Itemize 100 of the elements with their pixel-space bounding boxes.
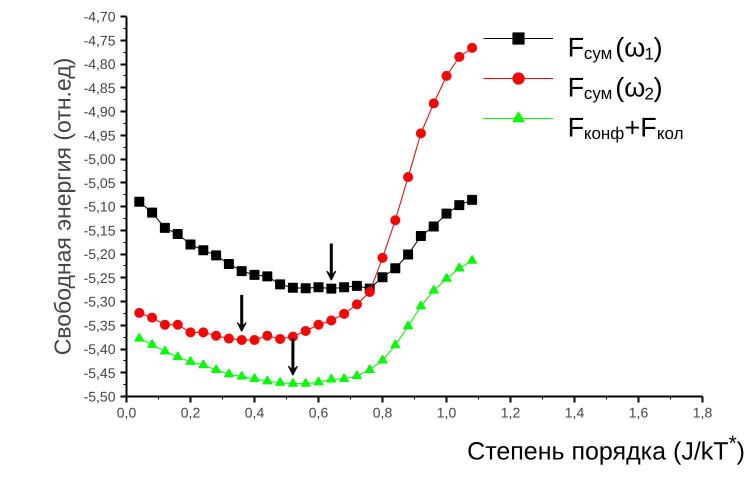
point: [454, 262, 464, 272]
y-tick-label: -5,40: [84, 341, 116, 357]
point: [339, 282, 350, 292]
y-tick-label: -5,00: [84, 151, 116, 167]
point: [198, 245, 208, 256]
point: [262, 376, 272, 384]
point: [250, 270, 260, 280]
y-tick-label: -4,95: [84, 127, 116, 144]
y-tick-label: -4,80: [84, 56, 116, 72]
legend-label: Fконф+Fкол: [568, 112, 684, 143]
point: [224, 368, 234, 378]
point: [198, 359, 208, 368]
x-tick-label: 0,0: [116, 404, 136, 420]
point: [250, 334, 260, 345]
point: [467, 42, 478, 53]
point: [160, 320, 170, 330]
point: [326, 316, 336, 326]
point: [339, 308, 350, 319]
y-tick-label: -5,10: [84, 198, 116, 214]
point: [211, 330, 222, 341]
point: [314, 320, 324, 330]
point: [160, 346, 170, 354]
point: [275, 279, 286, 290]
x-tick-label: 1,4: [564, 404, 584, 420]
point: [364, 364, 375, 373]
x-tick-label: 0,6: [308, 404, 328, 420]
y-tick-label: -5,35: [84, 317, 116, 334]
y-tick-label: -5,30: [84, 294, 116, 310]
point: [172, 320, 183, 330]
point: [364, 287, 375, 297]
point: [300, 326, 311, 336]
x-axis-title: Степень порядка (J/kT$^{*}$): [467, 431, 745, 468]
point: [442, 273, 452, 282]
point: [160, 222, 170, 233]
point: [186, 356, 196, 365]
point: [326, 374, 336, 382]
point: [147, 339, 158, 348]
y-tick-label: -4,75: [84, 32, 116, 48]
point: [224, 258, 234, 269]
point: [390, 215, 400, 226]
y-tick-label: -5,20: [84, 246, 116, 262]
point: [134, 332, 144, 342]
point: [442, 70, 452, 81]
point: [236, 370, 247, 380]
point: [390, 263, 400, 274]
point: [428, 98, 439, 108]
point: [186, 240, 196, 250]
y-tick-label: -5,45: [84, 364, 116, 381]
point: [300, 378, 311, 387]
point: [211, 250, 222, 260]
point: [300, 283, 311, 294]
x-tick-label: 0,2: [180, 404, 200, 420]
point: [147, 312, 158, 323]
point: [172, 229, 183, 240]
point: [314, 376, 324, 386]
x-tick-label: 1,0: [436, 404, 456, 420]
point: [352, 370, 362, 380]
point: [454, 200, 464, 210]
y-axis-title: Свободная энергия (отн.ед): [50, 58, 76, 356]
point: [288, 378, 298, 387]
point: [442, 208, 452, 219]
point: [147, 208, 158, 218]
x-tick-label: 1,8: [692, 404, 712, 420]
y-tick-label: -5,15: [84, 222, 116, 238]
point: [275, 377, 286, 386]
point: [186, 327, 196, 338]
point: [428, 221, 439, 232]
point: [454, 52, 464, 62]
x-tick-label: 1,2: [500, 404, 520, 420]
y-tick-label: -5,05: [84, 174, 116, 191]
point: [250, 373, 260, 382]
point: [416, 300, 426, 310]
point: [198, 327, 208, 338]
point: [403, 172, 414, 182]
x-tick-label: 1,6: [628, 404, 648, 420]
point: [236, 266, 247, 276]
point: [416, 230, 426, 241]
y-tick-label: -5,25: [84, 270, 116, 286]
point: [403, 320, 414, 330]
point: [378, 252, 388, 263]
point: [288, 282, 298, 293]
point: [326, 284, 336, 294]
point: [211, 364, 222, 373]
y-tick-label: -4,70: [84, 8, 116, 24]
point: [352, 299, 362, 310]
point: [224, 334, 234, 344]
y-tick-label: -5,50: [84, 388, 116, 404]
x-tick-label: 0,8: [372, 404, 392, 420]
y-tick-label: -4,90: [84, 104, 116, 120]
point: [236, 334, 247, 345]
point: [403, 249, 414, 260]
point: [134, 196, 144, 207]
point: [467, 254, 478, 264]
point: [352, 280, 362, 291]
point: [314, 282, 324, 292]
x-tick-label: 0,4: [244, 404, 264, 420]
point: [262, 330, 272, 341]
point: [339, 373, 350, 382]
point: [172, 351, 183, 360]
point: [134, 308, 144, 318]
